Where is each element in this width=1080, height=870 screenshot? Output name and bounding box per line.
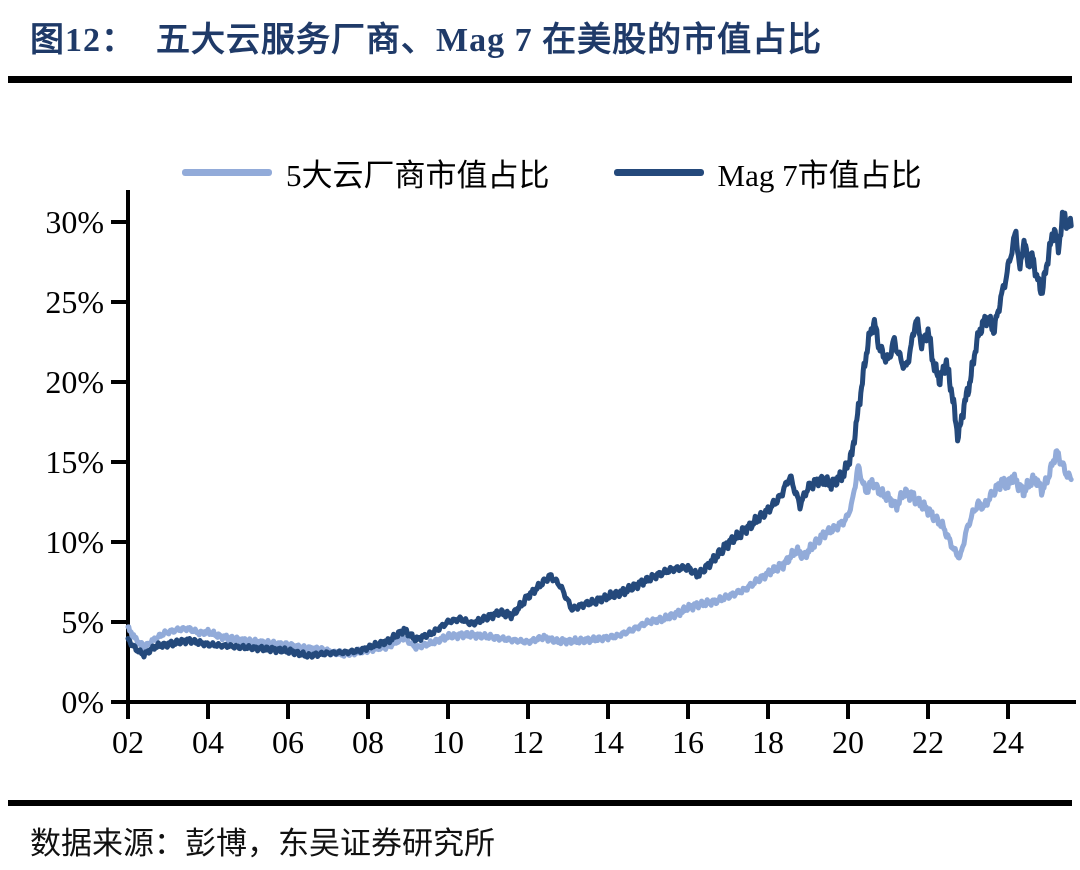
legend-swatch-mag7 — [613, 168, 704, 176]
x-tick-label: 14 — [592, 724, 624, 760]
y-tick-label: 15% — [45, 444, 104, 480]
x-tick-label: 22 — [912, 724, 944, 760]
x-tick-label: 16 — [672, 724, 704, 760]
legend-item-cloud5: 5大云厂商市值占比 — [182, 150, 550, 195]
legend-label-mag7: Mag 7市值占比 — [717, 157, 922, 193]
y-tick-label: 20% — [45, 364, 104, 400]
y-tick-label: 30% — [45, 204, 104, 240]
x-tick-label: 24 — [992, 724, 1024, 760]
legend-item-mag7: Mag 7市值占比 — [613, 150, 922, 195]
cloud5-series-line — [125, 448, 1074, 659]
bottom-divider — [8, 800, 1072, 806]
x-tick-label: 12 — [512, 724, 544, 760]
y-tick-label: 0% — [61, 684, 104, 720]
figure-title-text: 五大云服务厂商、Mag 7 在美股的市值占比 — [156, 22, 823, 59]
mag7-series-line — [125, 209, 1074, 660]
y-tick-label: 25% — [45, 284, 104, 320]
x-tick-label: 18 — [752, 724, 784, 760]
x-tick-label: 02 — [112, 724, 144, 760]
figure-title: 图12： 五大云服务厂商、Mag 7 在美股的市值占比 — [30, 12, 1060, 61]
y-tick-label: 5% — [61, 604, 104, 640]
y-tick-label: 10% — [45, 524, 104, 560]
x-tick-label: 10 — [432, 724, 464, 760]
source-note: 数据来源：彭博，东吴证券研究所 — [30, 826, 495, 861]
x-tick-label: 04 — [192, 724, 224, 760]
line-chart-svg: 0% 5% 10% 15% 20% 25% 30% 02 04 06 08 10 12 14 16 18 20 2… — [45, 190, 1076, 760]
legend-swatch-cloud5 — [182, 168, 272, 176]
chart-legend: 5大云厂商市值占比 Mag 7市值占比 — [182, 150, 922, 194]
x-tick-label: 20 — [832, 724, 864, 760]
figure-number-label: 图12： — [30, 22, 136, 59]
legend-label-cloud5: 5大云厂商市值占比 — [286, 157, 550, 193]
market-cap-share-line-chart: 0% 5% 10% 15% 20% 25% 30% 02 04 06 08 10 12 14 16 18 20 2… — [0, 185, 1080, 765]
title-divider — [8, 76, 1072, 83]
x-tick-label: 08 — [352, 724, 384, 760]
x-tick-label: 06 — [272, 724, 304, 760]
